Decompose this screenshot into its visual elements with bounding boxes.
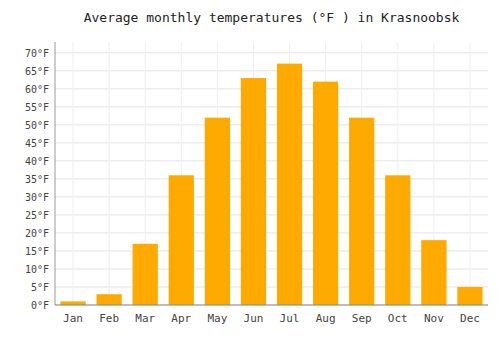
y-tick-label: 70°F	[25, 48, 49, 59]
grid-line	[55, 124, 488, 125]
x-tick-label: Nov	[424, 312, 444, 325]
grid-line	[55, 305, 488, 306]
y-tick-label: 65°F	[25, 66, 49, 77]
y-tick-label: 20°F	[25, 228, 49, 239]
x-tick-label: Sep	[352, 312, 372, 325]
title: Average monthly temperatures (°F ) in Kr…	[84, 10, 460, 25]
grid-line	[55, 142, 488, 143]
bar	[421, 240, 446, 305]
y-tick-label: 35°F	[25, 174, 49, 185]
bar	[205, 118, 230, 305]
grid-line	[55, 88, 488, 89]
y-axis-line	[55, 42, 56, 305]
page: {"chart_data": {"type": "bar", "title": …	[0, 0, 500, 350]
y-tick-label: 5°F	[31, 282, 49, 293]
y-tick-label: 60°F	[25, 84, 49, 95]
x-tick-label: Aug	[316, 312, 336, 325]
grid	[55, 42, 488, 305]
x-tick-label: Dec	[460, 312, 480, 325]
grid-line	[55, 214, 488, 215]
y-tick-label: 45°F	[25, 138, 49, 149]
bar	[241, 78, 266, 305]
y-tick-label: 25°F	[25, 210, 49, 221]
grid-line	[55, 178, 488, 179]
grid-line	[55, 160, 488, 161]
x-axis-line	[55, 305, 488, 306]
bar	[277, 64, 302, 305]
bar	[96, 294, 121, 305]
y-tick-label: 50°F	[25, 120, 49, 131]
y-tick-label: 0°F	[31, 300, 49, 311]
bars	[60, 64, 482, 305]
bar	[313, 82, 338, 305]
x-tick-label: Jul	[280, 312, 300, 325]
y-tick-label: 10°F	[25, 264, 49, 275]
chart: Average monthly temperatures (°F ) in Kr…	[0, 0, 500, 350]
bar	[133, 244, 158, 305]
grid-line	[73, 42, 74, 305]
x-tick-label: Apr	[171, 312, 191, 325]
y-tick-label: 30°F	[25, 192, 49, 203]
bar	[457, 287, 482, 305]
grid-line	[55, 232, 488, 233]
grid-line	[55, 52, 488, 53]
x-tick-label: Feb	[99, 312, 119, 325]
bar	[60, 301, 85, 305]
x-tick-label: Jan	[63, 312, 83, 325]
y-axis: 0°F 5°F 10°F 15°F 20°F 25°F 30°F 35°F 40°F 45°F 50…	[25, 42, 55, 311]
grid-line	[55, 70, 488, 71]
y-tick-label: 40°F	[25, 156, 49, 167]
y-tick-label: 55°F	[25, 102, 49, 113]
grid-line	[55, 196, 488, 197]
grid-line	[469, 42, 470, 305]
bar	[385, 175, 410, 305]
bar	[349, 118, 374, 305]
grid-line	[55, 106, 488, 107]
x-tick-label: May	[207, 312, 227, 325]
x-axis: Jan Feb Mar Apr May Jun Jul Aug Sep Oct Nov Dec	[55, 305, 488, 325]
x-tick-label: Mar	[135, 312, 155, 325]
grid-line	[109, 42, 110, 305]
x-tick-label: Oct	[388, 312, 408, 325]
y-tick-label: 15°F	[25, 246, 49, 257]
x-tick-label: Jun	[244, 312, 264, 325]
bar	[169, 175, 194, 305]
